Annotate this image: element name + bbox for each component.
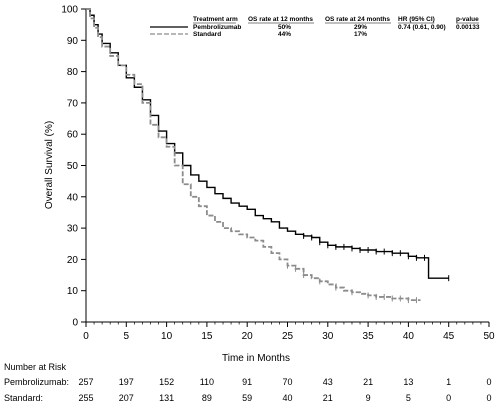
x-tick-label-30: 30 xyxy=(322,331,334,342)
x-tick-label-45: 45 xyxy=(443,331,455,342)
risk-value: 0 xyxy=(486,377,492,387)
x-tick-label-5: 5 xyxy=(124,331,130,342)
x-tick-label-0: 0 xyxy=(83,331,89,342)
legend-header: OS rate at 12 months xyxy=(248,16,313,23)
legend: Treatment arm OS rate at 12 months OS rate… xyxy=(150,16,480,38)
y-tick-label-50: 50 xyxy=(67,161,79,172)
legend-cell: Standard xyxy=(193,31,221,38)
risk-value: 59 xyxy=(242,393,253,403)
risk-value: 207 xyxy=(118,393,134,403)
x-tick-label-10: 10 xyxy=(161,331,173,342)
y-tick-label-90: 90 xyxy=(67,36,79,47)
risk-value: 21 xyxy=(322,393,333,403)
legend-header: OS rate at 24 months xyxy=(325,16,390,23)
y-tick-label-30: 30 xyxy=(67,224,79,235)
y-tick-label-100: 100 xyxy=(61,5,78,16)
y-tick-label-70: 70 xyxy=(67,98,79,109)
x-tick-label-20: 20 xyxy=(242,331,254,342)
legend-cell: 0.74 (0.61, 0.90) xyxy=(398,24,446,31)
y-tick-label-10: 10 xyxy=(67,286,79,297)
legend-cell: 50% xyxy=(278,24,291,31)
y-tick-label-80: 80 xyxy=(67,67,79,78)
curve-pembrolizumab xyxy=(86,8,449,279)
legend-header: p-value xyxy=(456,16,479,23)
risk-value: 5 xyxy=(405,393,411,403)
risk-value: 21 xyxy=(363,377,374,387)
y-tick-label-20: 20 xyxy=(67,255,79,266)
survival-curves xyxy=(86,8,450,304)
y-tick-label-40: 40 xyxy=(67,192,79,203)
x-tick-label-15: 15 xyxy=(201,331,213,342)
risk-row-label-standard: Standard: xyxy=(4,393,44,403)
risk-value: 255 xyxy=(78,393,94,403)
risk-value: 1 xyxy=(446,377,452,387)
risk-value: 0 xyxy=(446,393,452,403)
risk-value: 40 xyxy=(282,393,293,403)
curve-standard xyxy=(86,8,421,301)
risk-value: 91 xyxy=(242,377,253,387)
legend-header: Treatment arm xyxy=(193,16,238,23)
risk-table-title: Number at Risk xyxy=(4,362,67,372)
y-tick-label-60: 60 xyxy=(67,130,79,141)
risk-row-label-pembrolizumab: Pembrolizumab: xyxy=(4,377,70,387)
risk-value: 110 xyxy=(199,377,215,387)
y-tick-label-0: 0 xyxy=(72,318,78,329)
legend-cell: 17% xyxy=(354,31,367,38)
risk-value: 43 xyxy=(322,377,333,387)
risk-value: 131 xyxy=(159,393,175,403)
x-tick-label-25: 25 xyxy=(282,331,294,342)
legend-cell: 29% xyxy=(354,24,367,31)
risk-value: 197 xyxy=(118,377,134,387)
ticks: 0 10 20 30 40 50 60 70 80 90 100 0 5 10 15 20 25 30 35 40 45… xyxy=(61,5,495,343)
legend-cell: 0.00133 xyxy=(456,24,480,31)
risk-value: 9 xyxy=(365,393,371,403)
x-tick-label-50: 50 xyxy=(483,331,495,342)
risk-value: 13 xyxy=(403,377,414,387)
y-axis-label: Overall Survival (%) xyxy=(44,121,55,209)
legend-header: HR (95% CI) xyxy=(398,16,435,23)
risk-value: 70 xyxy=(282,377,293,387)
x-tick-label-35: 35 xyxy=(363,331,375,342)
risk-value: 152 xyxy=(159,377,175,387)
risk-value: 257 xyxy=(78,377,94,387)
risk-value: 89 xyxy=(201,393,212,403)
x-tick-label-40: 40 xyxy=(403,331,415,342)
risk-value: 0 xyxy=(486,393,492,403)
x-axis-label: Time in Months xyxy=(222,353,290,364)
legend-cell: 44% xyxy=(278,31,291,38)
legend-cell: Pembrolizumab xyxy=(193,24,241,31)
